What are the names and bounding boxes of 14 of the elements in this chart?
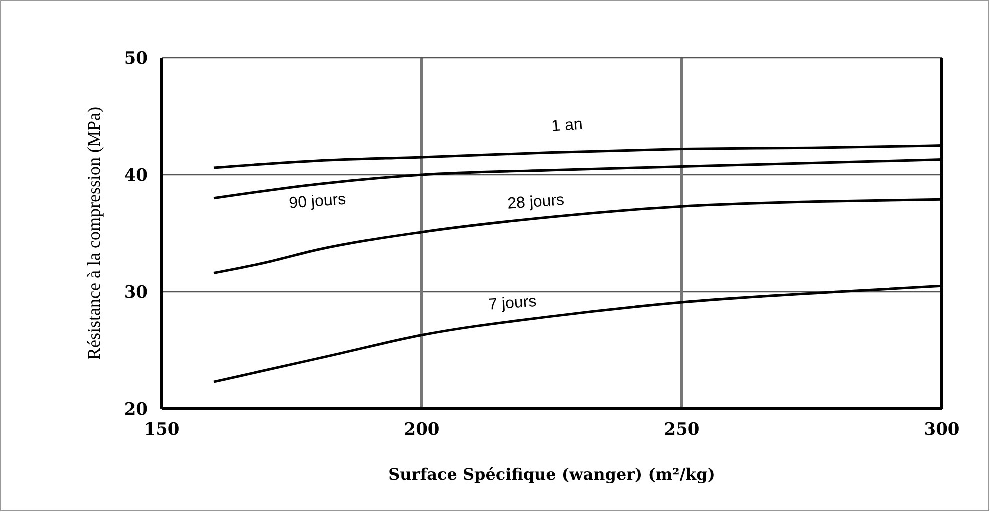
y-tick-label: 20 — [124, 400, 148, 420]
x-tick-label: 200 — [404, 420, 440, 440]
series-label: 28 jours — [507, 192, 566, 213]
series-label: 7 jours — [488, 294, 538, 314]
x-tick-label: 300 — [924, 420, 960, 440]
series-label: 90 jours — [288, 191, 347, 212]
y-tick-label: 50 — [124, 49, 148, 69]
x-axis-title: Surface Spécifique (wanger) (m²/kg) — [388, 465, 716, 484]
x-tick-label: 250 — [664, 420, 700, 440]
x-tick-label: 150 — [144, 420, 180, 440]
series-label: 1 an — [551, 116, 584, 136]
y-tick-label: 30 — [124, 283, 148, 303]
y-tick-label: 40 — [124, 166, 148, 186]
y-axis-title: Résistance à la compression (MPa) — [84, 107, 104, 360]
